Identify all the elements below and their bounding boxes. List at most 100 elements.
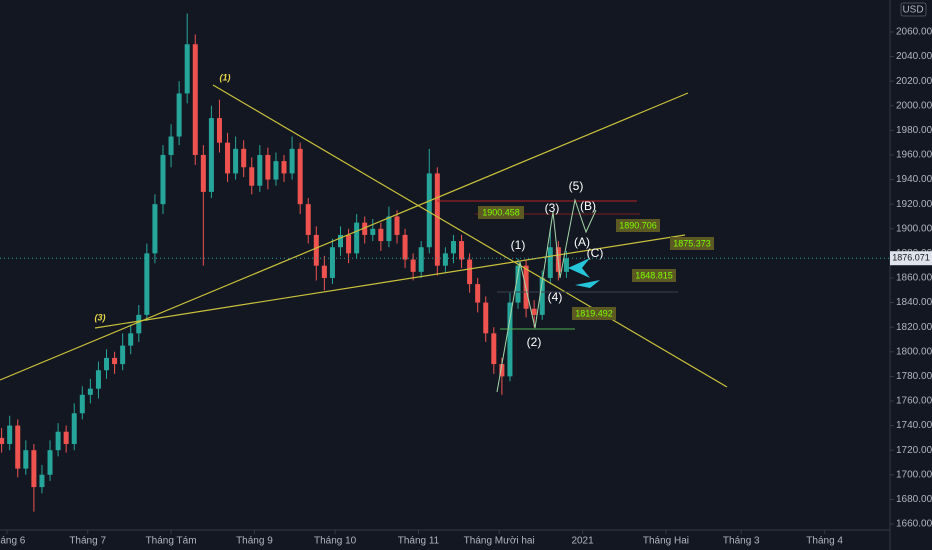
- candle-body: [402, 234, 408, 260]
- y-tick-label: 1780.000: [896, 371, 932, 382]
- candle-body: [329, 247, 335, 278]
- candle-body: [354, 222, 360, 254]
- candle-body: [362, 222, 368, 235]
- price-box: [670, 237, 714, 250]
- candle-body: [491, 333, 497, 365]
- x-tick-label: Tháng 11: [398, 536, 440, 547]
- candle-body: [160, 154, 166, 205]
- y-tick-label: 1900.000: [896, 223, 932, 234]
- candle-body: [499, 364, 505, 377]
- candle-body: [233, 148, 239, 174]
- candle-body: [144, 253, 150, 315]
- y-tick-label: 1740.000: [896, 420, 932, 431]
- candle-body: [305, 204, 311, 235]
- candle-body: [531, 308, 537, 315]
- wave-path: [496, 198, 597, 393]
- x-tick-label: Tháng 10: [314, 536, 357, 547]
- x-tick-label: Tháng 4: [806, 536, 843, 547]
- candle-body: [71, 413, 77, 445]
- trend-line: [0, 92, 689, 381]
- y-tick-label: 1800.000: [896, 346, 932, 357]
- candle-body: [176, 93, 182, 137]
- minor-wave-label: (3): [95, 312, 106, 322]
- candle-body: [394, 216, 400, 235]
- wave-label: (2): [527, 335, 542, 349]
- candle-body: [346, 234, 352, 254]
- currency-badge[interactable]: [900, 2, 927, 17]
- price-box: [572, 307, 616, 320]
- price-box-label: 1890.706: [619, 220, 657, 230]
- price-box: [616, 219, 660, 232]
- y-tick-label: 1960.000: [896, 150, 932, 161]
- candle-body: [184, 44, 190, 94]
- candle-body: [128, 333, 134, 346]
- wave-label: (3): [545, 201, 560, 215]
- axis-corner: [890, 530, 932, 550]
- candle-body: [426, 173, 432, 248]
- candle-body: [281, 161, 287, 174]
- candle-body: [104, 357, 110, 371]
- x-tick-label: Tháng Hai: [643, 536, 689, 547]
- y-tick-label: 1660.000: [896, 519, 932, 530]
- candle-body: [386, 216, 392, 242]
- candle-body: [442, 253, 448, 266]
- candle-body: [152, 204, 158, 254]
- y-tick-label: 1940.000: [896, 174, 932, 185]
- currency-label: USD: [902, 5, 923, 16]
- arrow: [568, 258, 590, 278]
- candle-body: [87, 388, 93, 395]
- y-tick-label: 2020.000: [896, 76, 932, 87]
- candle-body: [95, 370, 101, 389]
- wave-label: (1): [511, 238, 526, 252]
- y-tick-label: 1980.000: [896, 125, 932, 136]
- candle-body: [216, 118, 222, 143]
- drawings: [0, 84, 728, 393]
- y-tick-label: 2060.000: [896, 27, 932, 38]
- candle-body: [370, 228, 376, 235]
- candle-body: [434, 173, 440, 266]
- candle-body: [257, 154, 263, 186]
- y-tick-label: 2000.000: [896, 100, 932, 111]
- candle-body: [15, 425, 21, 469]
- x-tick-label: 2021: [571, 536, 594, 547]
- candle-body: [241, 148, 247, 168]
- price-box-label: 1900.458: [482, 207, 520, 217]
- current-price-tag: [890, 251, 932, 266]
- candle-body: [79, 394, 85, 414]
- candle-body: [192, 44, 198, 155]
- candle-body: [63, 431, 69, 445]
- candle-body: [112, 357, 118, 365]
- candle-body: [200, 154, 206, 192]
- candle-body: [265, 154, 271, 180]
- y-tick-label: 1820.000: [896, 322, 932, 333]
- arrow: [575, 280, 600, 288]
- wave-label: (A): [574, 235, 590, 249]
- candle-body: [297, 148, 303, 205]
- candle-body: [459, 241, 465, 260]
- candle-body: [23, 450, 29, 469]
- y-tick-label: 1700.000: [896, 469, 932, 480]
- price-box-label: 1819.492: [575, 308, 613, 318]
- trend-line: [212, 84, 728, 388]
- candle-body: [450, 241, 456, 254]
- candle-body: [418, 247, 424, 272]
- candle-body: [208, 118, 214, 192]
- x-tick-label: Tháng 9: [236, 536, 273, 547]
- candle-body: [47, 450, 53, 475]
- candle-body: [467, 259, 473, 285]
- candle-body: [0, 437, 5, 445]
- plot-area: [0, 13, 569, 512]
- y-tick-label: 1720.000: [896, 445, 932, 456]
- candle-body: [225, 142, 231, 174]
- price-box: [478, 206, 524, 219]
- y-tick-label: 2040.000: [896, 51, 932, 62]
- candle-body: [515, 265, 521, 303]
- wave-label: (5): [569, 179, 584, 193]
- wave-label: (C): [587, 246, 604, 260]
- current-price-label: 1876.071: [892, 253, 930, 263]
- candle-body: [507, 302, 513, 377]
- candle-body: [410, 259, 416, 272]
- candle-body: [249, 167, 255, 186]
- candle-body: [289, 148, 295, 174]
